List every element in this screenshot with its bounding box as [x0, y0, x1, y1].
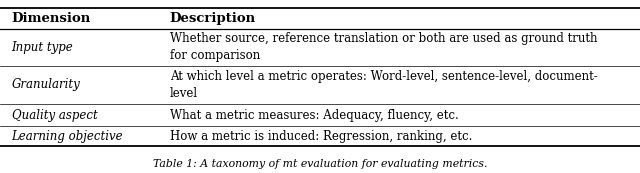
Text: Table 1: A taxonomy of mt evaluation for evaluating metrics.: Table 1: A taxonomy of mt evaluation for… — [153, 159, 487, 169]
Text: Granularity: Granularity — [12, 78, 80, 91]
Text: Quality aspect: Quality aspect — [12, 108, 97, 122]
Text: Whether source, reference translation or both are used as ground truth
for compa: Whether source, reference translation or… — [170, 32, 597, 62]
Text: Input type: Input type — [12, 41, 73, 54]
Text: Dimension: Dimension — [12, 12, 91, 25]
Text: What a metric measures: Adequacy, fluency, etc.: What a metric measures: Adequacy, fluenc… — [170, 108, 458, 122]
Text: How a metric is induced: Regression, ranking, etc.: How a metric is induced: Regression, ran… — [170, 130, 472, 143]
Text: At which level a metric operates: Word-level, sentence-level, document-
level: At which level a metric operates: Word-l… — [170, 70, 597, 99]
Text: Description: Description — [170, 12, 256, 25]
Text: Learning objective: Learning objective — [12, 130, 123, 143]
